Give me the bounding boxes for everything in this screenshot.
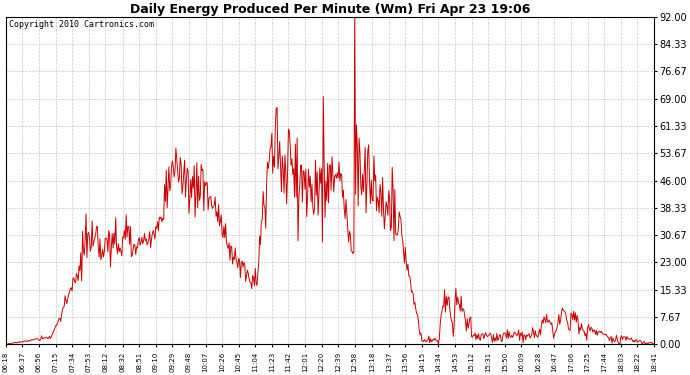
Text: Copyright 2010 Cartronics.com: Copyright 2010 Cartronics.com xyxy=(9,20,154,29)
Title: Daily Energy Produced Per Minute (Wm) Fri Apr 23 19:06: Daily Energy Produced Per Minute (Wm) Fr… xyxy=(130,3,530,16)
